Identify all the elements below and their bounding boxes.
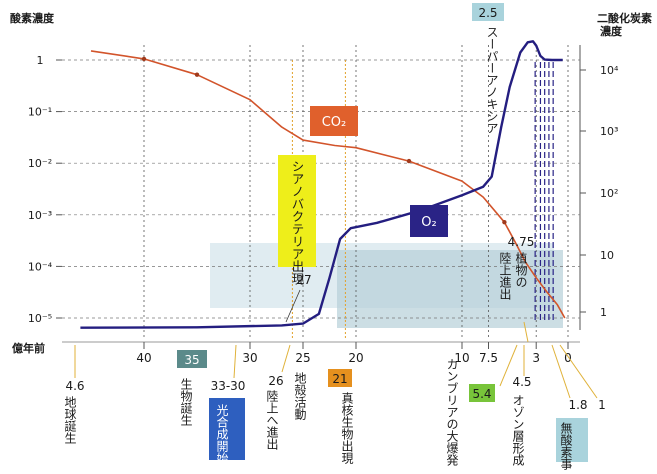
event-ozone-value: 4.5 [512,375,531,389]
event-anoxic-value: 1.8 [568,398,587,412]
plants-value: 4.75 [508,235,535,249]
y-right-tick-label: 10² [600,187,618,200]
y-left-tick-label: 10⁻⁴ [28,260,53,273]
y-left-tick-label: 1 [37,54,44,67]
co2-point [502,219,507,225]
plants-text-2: 陸上進出 [498,252,512,300]
x-tick-label: 40 [136,351,151,365]
y-left-tick-label: 10⁻² [28,157,52,170]
x-tick-label: 25 [295,351,310,365]
co2-point [406,158,412,164]
event-photo-pointer [233,344,237,379]
event-earth-value: 4.6 [65,379,84,393]
x-axis-label: 億年前 [12,341,45,355]
co2-label-box [310,106,358,136]
event-life-text: 生物誕生 [179,378,193,426]
top-label-box [472,3,504,21]
series-line-co2 [90,50,566,319]
event-eukaryote-box [328,369,352,387]
event-photo-box [209,398,245,460]
x-tick-label: 10 [454,351,469,365]
superanoxia-text: スーパーアノキシア [485,26,499,134]
cyano-value: 27 [296,273,311,287]
event-photo-text: 光合成開始 [215,404,229,464]
event-life-box [177,350,207,368]
event-one-pointer [559,344,598,399]
series-line-o2 [80,40,563,329]
event-landing-value: 26 [268,374,283,388]
event-eukaryote-value: 21 [332,372,347,386]
y-right-tick-label: 1 [600,306,607,319]
series-group [80,40,566,329]
event-cambrian-value: 5.4 [472,387,491,401]
event-cambrian-text: カンブリアの大爆発 [445,358,459,466]
y-left-tick-label: 10⁻⁵ [28,312,52,325]
cyano-text: シアノバクテリア出現 [290,160,305,286]
event-crust-text: 地殻活動 [293,372,307,420]
co2-point [141,56,147,62]
co2-point [194,72,200,77]
event-one-value: 1 [598,398,606,412]
x-tick-label: 20 [348,351,363,365]
event-life-value: 35 [184,353,199,367]
x-tick-label: 30 [242,351,257,365]
y-right-axis-label-2: 濃度 [600,24,623,38]
event-anoxic-text: 無酸素事件 [559,421,573,470]
y-left-axis-label: 酸素濃度 [10,11,55,25]
event-earth-text: 地球誕生 [63,396,77,444]
y-left-tick-label: 10⁻¹ [28,106,52,119]
event-cambrian-pointer [499,344,518,387]
y-right-tick-label: 10 [600,249,614,262]
cyano-pointer [285,289,301,323]
x-tick-label: 7.5 [479,351,498,365]
plants-text: 植物の [514,251,528,288]
y-right-tick-label: 10⁴ [600,64,619,77]
y-left-tick-label: 10⁻³ [28,209,52,222]
event-ozone-text: オゾン層形成 [511,394,525,467]
event-landing-text: 陸上へ進出 [265,390,279,450]
event-photo-value: 33-30 [211,379,246,393]
event-eukaryote-text: 真核生物出現 [340,392,354,464]
y-right-axis-label-1: 二酸化炭素 [597,11,652,25]
x-tick-label: 3 [532,351,540,365]
event-anoxic-box [556,418,588,462]
co2-label: CO₂ [322,115,347,130]
x-tick-label: 0 [564,351,572,365]
event-landing-pointer [281,344,291,373]
event-cambrian-box [469,384,495,402]
event-anoxic-pointer [551,344,571,399]
o2-label: O₂ [421,215,436,230]
events-group: 4.6 地球誕生 35 生物誕生 33-30 光合成開始 26 陸上へ進出 地殻… [63,344,606,474]
shaded-region [337,250,563,328]
top-label: 2.5 [478,6,497,20]
plants-pointer [523,321,529,343]
y-right-tick-label: 10³ [600,125,618,138]
cyano-box [278,155,316,267]
o2-label-box [410,205,448,237]
